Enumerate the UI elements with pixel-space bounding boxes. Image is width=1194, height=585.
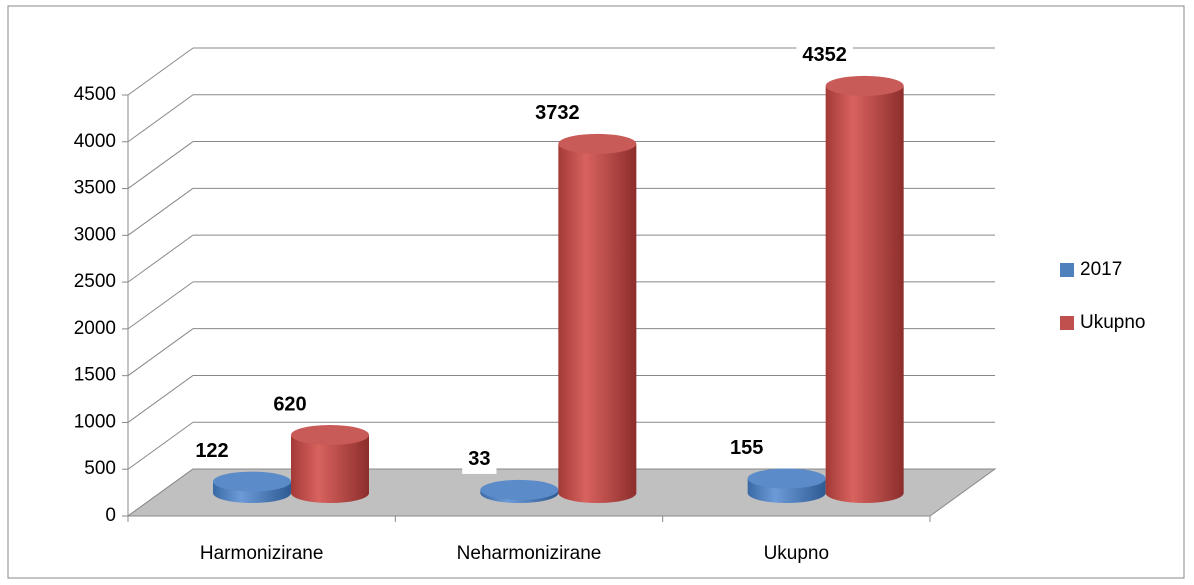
grid-line (127, 141, 194, 189)
grid-line (127, 234, 194, 283)
bar (825, 85, 904, 493)
y-tick-label: 3000 (74, 224, 116, 245)
legend-label: Ukupno (1080, 312, 1146, 333)
bar-top (825, 75, 904, 96)
grid-line (127, 94, 194, 143)
grid-line (127, 421, 194, 470)
bar-top (213, 471, 291, 492)
data-label-box (189, 437, 235, 466)
y-tick-label: 500 (84, 458, 116, 479)
bar-top (558, 133, 637, 154)
grid-line (127, 328, 194, 377)
data-label-box (529, 99, 586, 128)
x-tick-label: Ukupno (764, 543, 830, 564)
bar (291, 424, 369, 503)
y-tick-label: 4500 (74, 84, 116, 105)
legend-swatch (1060, 263, 1074, 277)
data-label: 33 (468, 448, 490, 470)
bar (558, 133, 637, 503)
bar (825, 75, 904, 503)
grid-line (127, 281, 194, 330)
grid-line (127, 375, 194, 423)
data-label-box (462, 445, 497, 474)
data-label: 122 (195, 440, 228, 462)
data-label: 620 (273, 393, 306, 415)
bar (558, 143, 637, 494)
y-tick-label: 2000 (74, 318, 116, 339)
data-label: 155 (730, 437, 763, 459)
data-label: 3732 (535, 102, 580, 124)
legend-label: 2017 (1080, 259, 1122, 280)
bar (480, 479, 559, 503)
x-tick-label: Neharmonizirane (457, 543, 602, 564)
bar (213, 471, 291, 503)
y-tick-label: 0 (105, 505, 116, 526)
data-label-box (796, 41, 853, 70)
data-label-box (267, 390, 313, 419)
grid-line (127, 187, 194, 236)
bar (747, 468, 826, 503)
y-tick-label: 2500 (74, 271, 116, 292)
data-label-box (723, 434, 770, 463)
legend-swatch (1060, 316, 1074, 330)
x-tick-label: Harmonizirane (200, 543, 324, 564)
bar-top (291, 424, 369, 445)
y-tick-label: 1500 (74, 365, 116, 386)
bar-top (747, 468, 826, 489)
data-label: 4352 (802, 44, 847, 66)
y-tick-label: 4000 (74, 131, 116, 152)
y-tick-label: 3500 (74, 178, 116, 199)
bar-top (480, 479, 559, 500)
grid-line (127, 47, 194, 96)
y-tick-label: 1000 (74, 411, 116, 432)
